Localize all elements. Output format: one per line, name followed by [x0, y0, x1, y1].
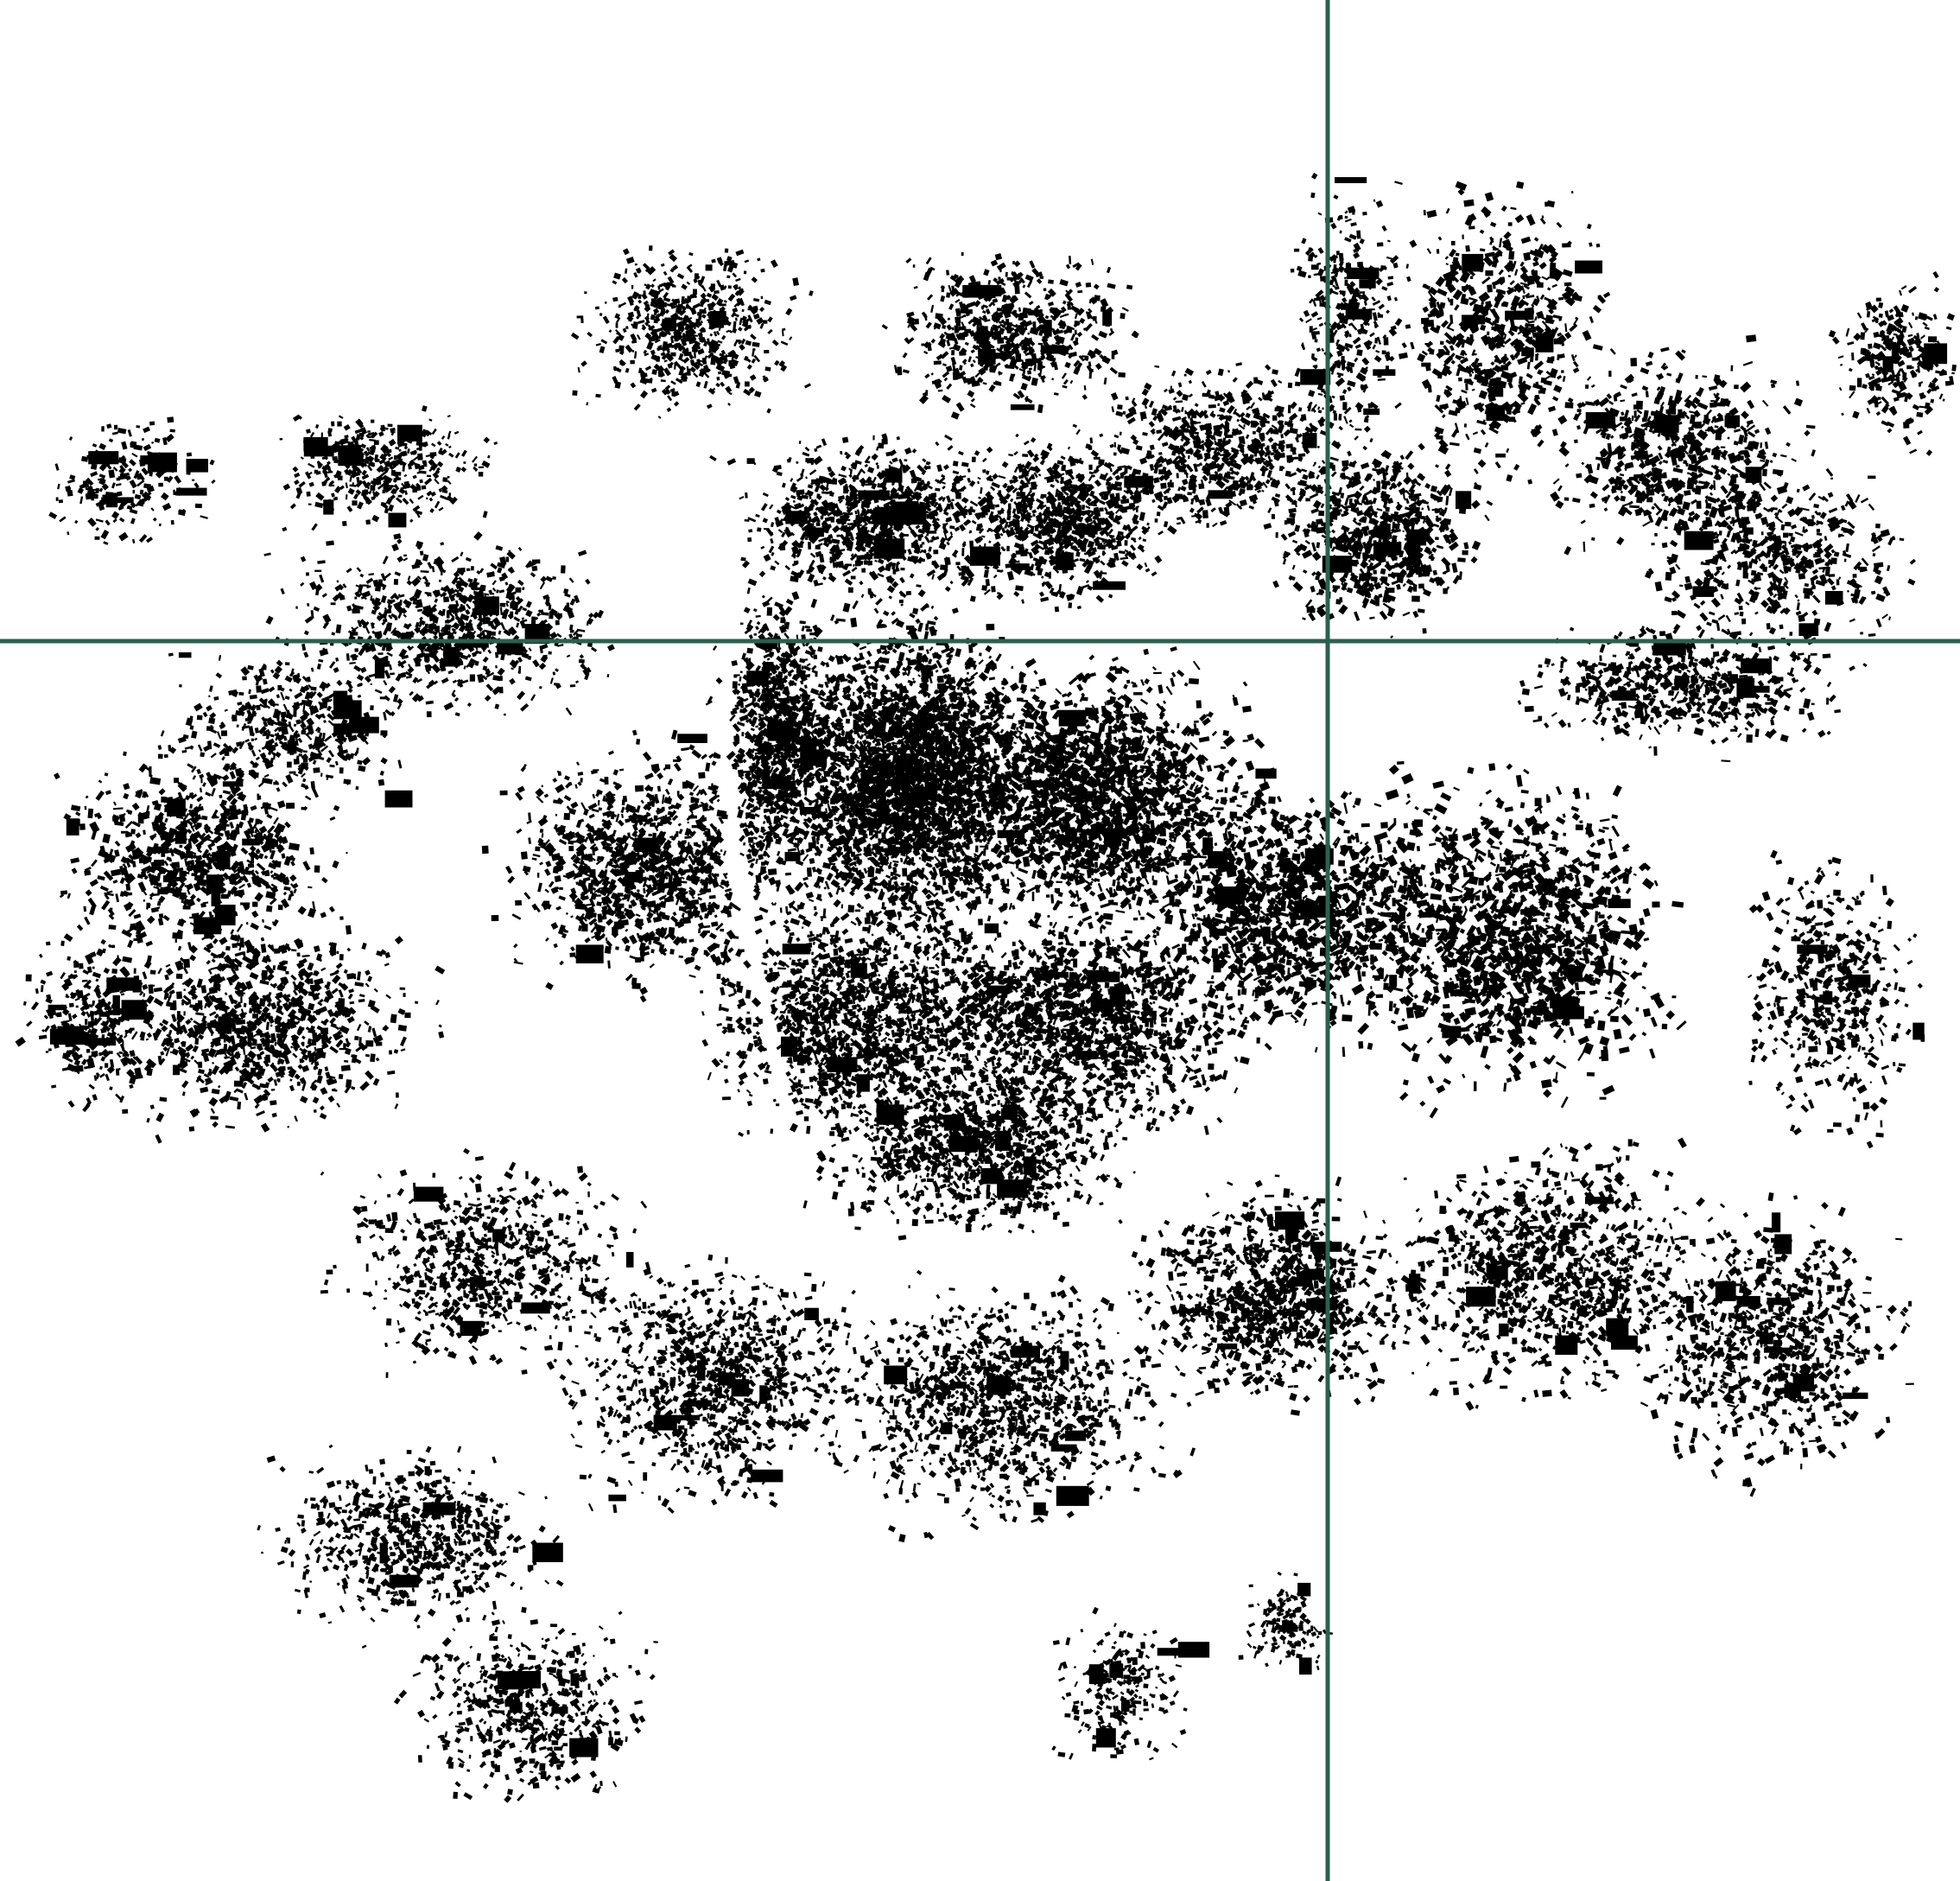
figure-ground-map	[0, 0, 1960, 1881]
map-canvas	[0, 0, 1960, 1881]
